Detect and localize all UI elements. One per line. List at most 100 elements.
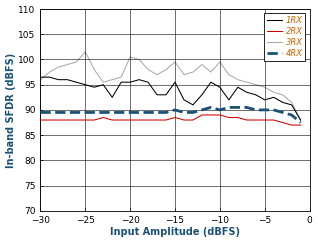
3RX — [128, 55, 132, 58]
3RX — [66, 63, 69, 66]
2RX — [299, 124, 302, 127]
4RX — [128, 111, 132, 114]
4RX — [227, 106, 231, 109]
2RX — [182, 119, 186, 122]
1RX — [209, 81, 213, 84]
4RX — [263, 108, 266, 111]
2RX — [155, 119, 159, 122]
4RX — [155, 111, 159, 114]
4RX — [281, 111, 285, 114]
1RX — [164, 93, 168, 96]
3RX — [137, 58, 141, 61]
2RX — [272, 119, 276, 122]
4RX — [119, 111, 123, 114]
3RX — [263, 86, 266, 89]
1RX — [272, 96, 276, 99]
2RX — [236, 116, 240, 119]
1RX — [236, 86, 240, 89]
2RX — [119, 119, 123, 122]
4RX — [218, 108, 222, 111]
4RX — [254, 108, 258, 111]
1RX — [200, 93, 204, 96]
4RX — [299, 121, 302, 124]
2RX — [164, 119, 168, 122]
3RX — [272, 91, 276, 94]
1RX — [110, 96, 114, 99]
4RX — [173, 108, 177, 111]
2RX — [281, 121, 285, 124]
4RX — [57, 111, 60, 114]
3RX — [191, 71, 195, 74]
3RX — [101, 81, 105, 84]
2RX — [290, 124, 294, 127]
1RX — [83, 83, 87, 86]
Y-axis label: In-band SFDR (dBFS): In-band SFDR (dBFS) — [5, 52, 16, 168]
4RX — [110, 111, 114, 114]
2RX — [92, 119, 96, 122]
4RX — [245, 106, 249, 109]
3RX — [245, 81, 249, 84]
2RX — [200, 113, 204, 116]
4RX — [209, 106, 213, 109]
1RX — [57, 78, 60, 81]
2RX — [101, 116, 105, 119]
2RX — [38, 119, 42, 122]
2RX — [128, 119, 132, 122]
3RX — [164, 68, 168, 71]
2RX — [146, 119, 150, 122]
3RX — [227, 73, 231, 76]
3RX — [218, 61, 222, 63]
2RX — [218, 113, 222, 116]
4RX — [47, 111, 51, 114]
4RX — [92, 111, 96, 114]
1RX — [119, 81, 123, 84]
1RX — [74, 81, 78, 84]
2RX — [66, 119, 69, 122]
4RX — [146, 111, 150, 114]
Line: 4RX: 4RX — [40, 107, 301, 122]
4RX — [137, 111, 141, 114]
2RX — [191, 119, 195, 122]
3RX — [182, 73, 186, 76]
1RX — [38, 76, 42, 78]
1RX — [245, 91, 249, 94]
2RX — [245, 119, 249, 122]
4RX — [191, 111, 195, 114]
2RX — [83, 119, 87, 122]
3RX — [110, 78, 114, 81]
1RX — [182, 98, 186, 101]
Line: 1RX: 1RX — [40, 77, 301, 120]
3RX — [119, 76, 123, 78]
1RX — [66, 78, 69, 81]
1RX — [227, 98, 231, 101]
1RX — [155, 93, 159, 96]
3RX — [38, 78, 42, 81]
2RX — [209, 113, 213, 116]
2RX — [173, 116, 177, 119]
4RX — [236, 106, 240, 109]
4RX — [290, 113, 294, 116]
3RX — [155, 73, 159, 76]
3RX — [290, 101, 294, 104]
1RX — [299, 119, 302, 122]
3RX — [173, 61, 177, 63]
2RX — [254, 119, 258, 122]
4RX — [74, 111, 78, 114]
4RX — [66, 111, 69, 114]
1RX — [254, 93, 258, 96]
3RX — [146, 68, 150, 71]
Legend: 1RX, 2RX, 3RX, 4RX: 1RX, 2RX, 3RX, 4RX — [264, 13, 305, 61]
3RX — [83, 51, 87, 53]
4RX — [200, 108, 204, 111]
3RX — [236, 78, 240, 81]
4RX — [101, 111, 105, 114]
4RX — [164, 111, 168, 114]
3RX — [200, 63, 204, 66]
1RX — [47, 76, 51, 78]
3RX — [57, 66, 60, 69]
1RX — [128, 81, 132, 84]
1RX — [263, 98, 266, 101]
2RX — [227, 116, 231, 119]
1RX — [92, 86, 96, 89]
1RX — [173, 81, 177, 84]
